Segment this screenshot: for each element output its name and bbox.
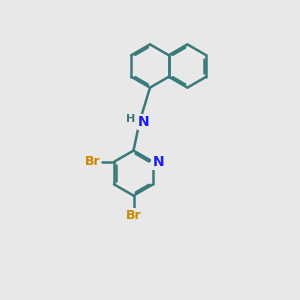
Text: H: H	[127, 113, 136, 124]
Text: Br: Br	[126, 208, 141, 222]
Text: Br: Br	[85, 155, 100, 168]
Text: N: N	[138, 115, 150, 129]
Text: N: N	[153, 155, 164, 169]
